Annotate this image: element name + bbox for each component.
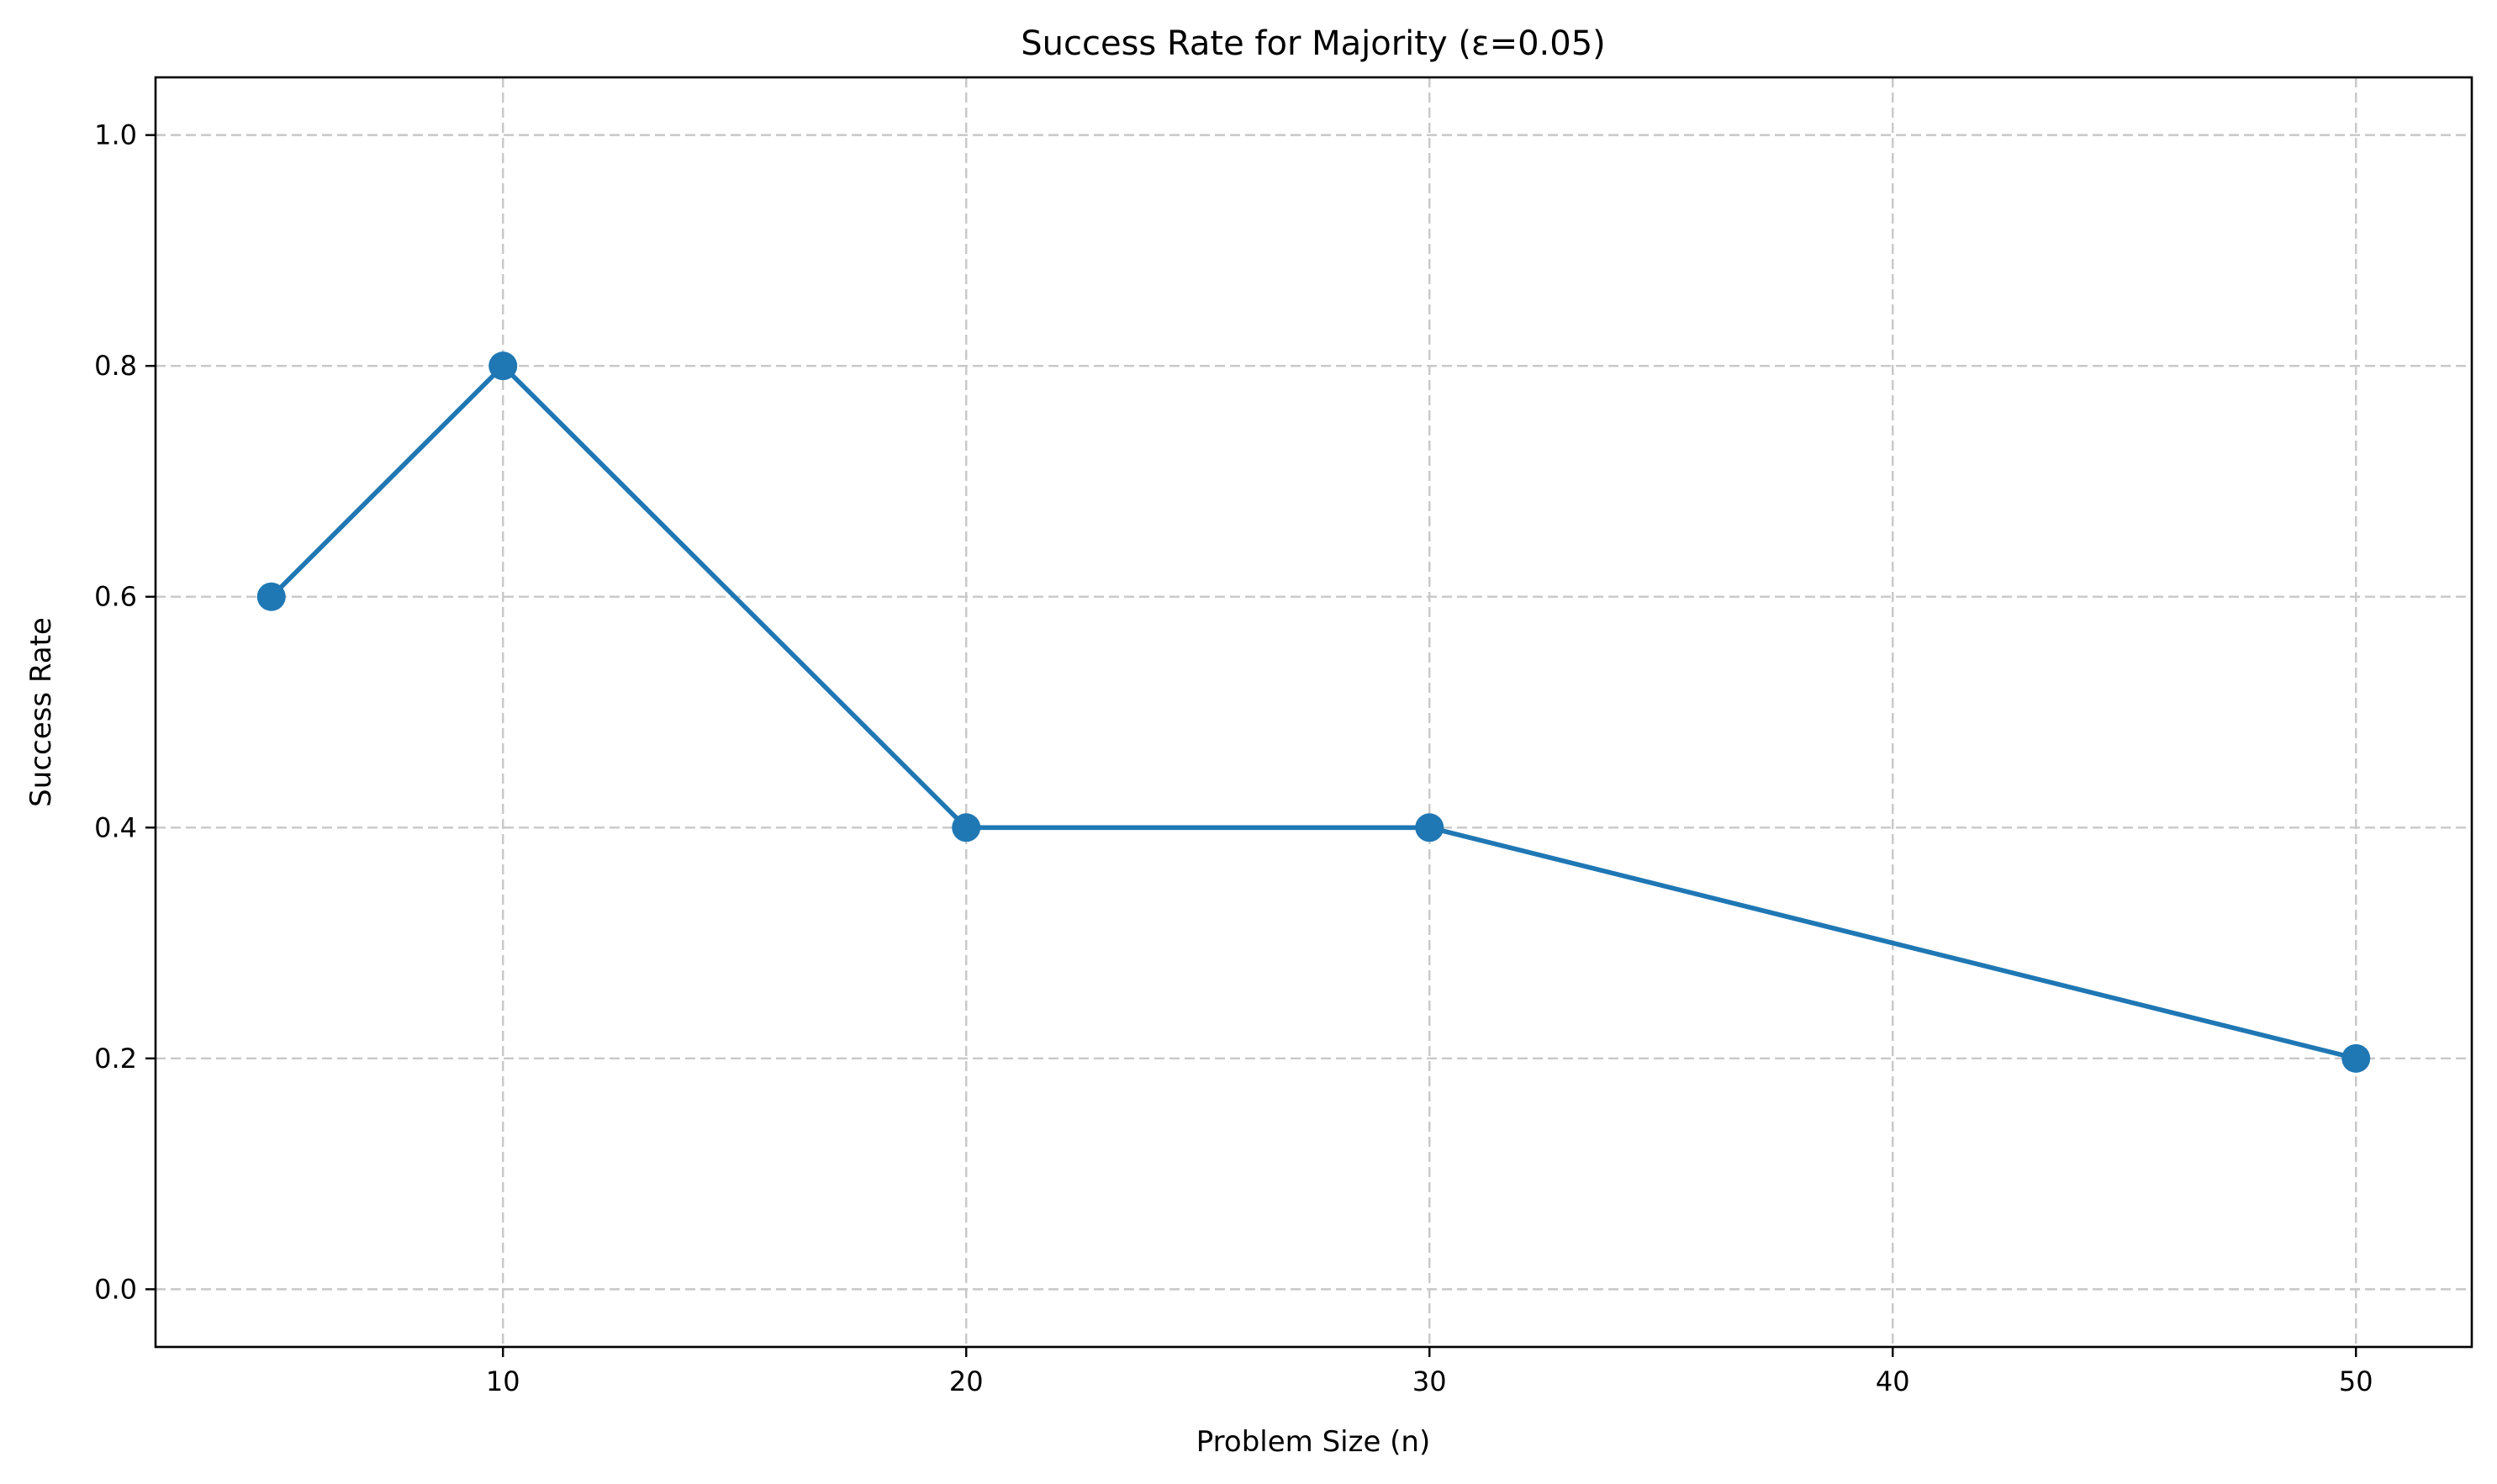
data-point: [256, 582, 286, 611]
x-axis-label: Problem Size (n): [1196, 1425, 1431, 1459]
y-tick-label: 0.0: [94, 1273, 137, 1305]
y-tick-label: 0.8: [94, 350, 137, 382]
grid-lines: [156, 77, 2472, 1347]
y-tick-label: 0.6: [94, 581, 137, 613]
series-line: [269, 363, 2357, 1061]
x-tick-label: 30: [1412, 1365, 1447, 1397]
y-tick-label: 0.4: [94, 811, 137, 843]
chart-title: Success Rate for Majority (ε=0.05): [1021, 24, 1606, 63]
plot-frame: [154, 76, 2473, 1349]
axis-ticks: 10 20 30 40 50 0.0 0.2 0.4 0.6 0.8 1.0: [94, 119, 2373, 1397]
series-layer: [256, 351, 2371, 1073]
data-point: [2341, 1043, 2371, 1073]
data-point: [1415, 813, 1444, 842]
data-point: [952, 813, 981, 842]
x-tick-label: 10: [486, 1365, 520, 1397]
x-tick-label: 50: [2339, 1365, 2373, 1397]
x-tick-label: 40: [1876, 1365, 1910, 1397]
x-tick-label: 20: [949, 1365, 984, 1397]
y-tick-label: 0.2: [94, 1043, 137, 1075]
data-point: [488, 351, 518, 381]
y-axis-label: Success Rate: [24, 617, 58, 807]
y-tick-label: 1.0: [94, 119, 137, 151]
